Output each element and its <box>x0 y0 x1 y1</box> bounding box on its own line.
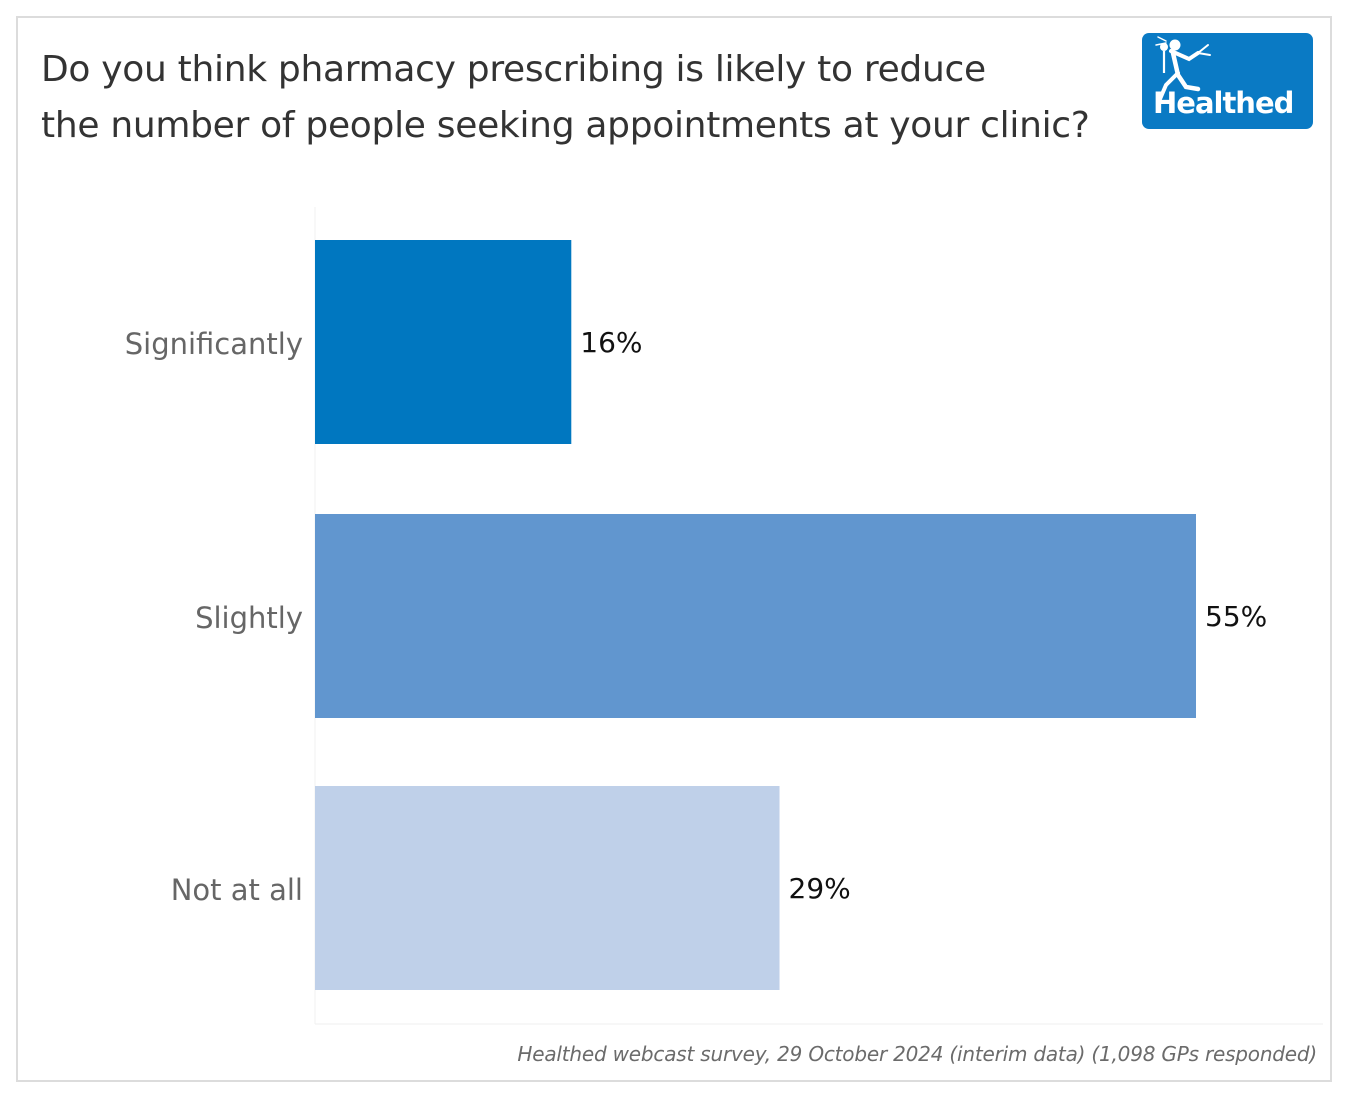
category-label-significantly: Significantly <box>125 327 303 361</box>
logo-wordmark: Healthed <box>1153 86 1294 120</box>
value-label-slightly: 55% <box>1205 600 1267 633</box>
chart-title: Do you think pharmacy prescribing is lik… <box>41 42 1090 154</box>
healthed-logo: Healthed <box>1142 33 1313 129</box>
value-label-significantly: 16% <box>580 326 642 359</box>
chart-title-line-1: Do you think pharmacy prescribing is lik… <box>41 49 986 90</box>
hermes-runner-icon <box>1155 36 1211 101</box>
bar-significantly <box>315 240 572 444</box>
bar-slightly <box>315 514 1196 718</box>
category-label-not-at-all: Not at all <box>171 873 303 907</box>
value-label-not-at-all: 29% <box>789 872 851 905</box>
category-label-slightly: Slightly <box>195 601 303 635</box>
bar-not-at-all <box>315 786 780 990</box>
chart-title-line-2: the number of people seeking appointment… <box>41 105 1090 146</box>
source-note: Healthed webcast survey, 29 October 2024… <box>517 1042 1317 1066</box>
